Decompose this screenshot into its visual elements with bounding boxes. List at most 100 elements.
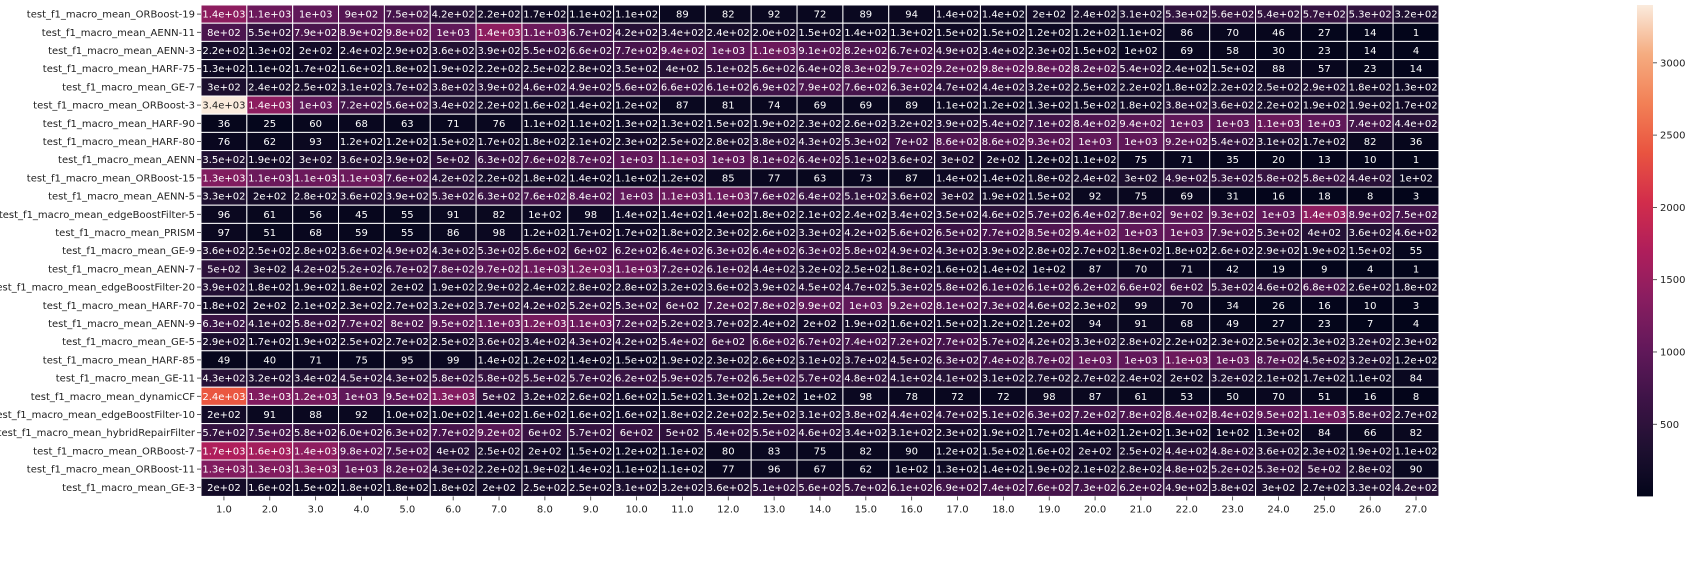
cell-value-label: 7.4e+02 [844,337,887,348]
cell-value-label: 2.8e+02 [1028,246,1071,257]
cell-value-label: 1.1e+02 [615,173,658,184]
cell-value-label: 6.1e+02 [707,264,750,275]
cell-value-label: 4.4e+02 [1394,119,1437,130]
cell-value-label: 1.8e+02 [1349,82,1392,93]
cell-value-label: 50 [1226,392,1239,403]
cell-value-label: 1.7e+02 [1303,137,1346,148]
cell-value-label: 70 [1135,264,1148,275]
cell-value-label: 1.8e+02 [523,137,566,148]
cell-value-label: 1.9e+02 [1303,246,1346,257]
cell-value-label: 4.7e+02 [936,82,979,93]
cell-value-label: 3.1e+02 [1257,137,1300,148]
cell-value-label: 95 [401,355,414,366]
cell-value-label: 1.3e+02 [1028,101,1071,112]
cell-value-label: 1.8e+02 [248,283,291,294]
cell-value-label: 2.6e+02 [1211,246,1254,257]
x-tick-label: 21.0 [1130,504,1152,515]
y-tick-label: test_f1_macro_mean_AENN-3 [48,46,195,57]
cell-value-label: 8.7e+02 [1028,355,1071,366]
cell-value-label: 7.2e+02 [707,301,750,312]
cell-value-label: 3.6e+02 [707,283,750,294]
cell-value-label: 6e+02 [528,428,562,439]
cell-value-label: 9.1e+02 [798,46,841,57]
cell-value-label: 1e+03 [299,101,333,112]
cell-value-label: 4.9e+02 [1165,173,1208,184]
cell-value-label: 2.3e+02 [1211,337,1254,348]
cell-value-label: 6.7e+02 [890,46,933,57]
cell-value-label: 2.5e+02 [1119,446,1162,457]
cell-value-label: 7.6e+02 [523,192,566,203]
x-tick-label: 27.0 [1405,504,1427,515]
cell-value-label: 3e+02 [941,192,975,203]
x-tick-label: 23.0 [1221,504,1243,515]
cell-value-label: 71 [1180,264,1193,275]
cell-value-label: 1.0e+02 [386,410,429,421]
y-tick-label: test_f1_macro_mean_edgeBoostFilter-5 [0,210,195,221]
cell-value-label: 2.5e+02 [844,264,887,275]
cell-value-label: 75 [355,355,368,366]
cell-value-label: 1.8e+02 [432,483,475,494]
cell-value-label: 2.7e+02 [1394,410,1437,421]
cell-value-label: 5.1e+02 [844,192,887,203]
cell-value-label: 1.5e+02 [432,137,475,148]
cell-value-label: 4e+02 [1308,228,1342,239]
cell-value-label: 1.8e+02 [1119,101,1162,112]
cell-value-label: 94 [905,10,918,21]
cell-value-label: 5.2e+02 [569,301,612,312]
cell-value-label: 96 [218,210,231,221]
cell-value-label: 1.8e+02 [890,264,933,275]
cell-value-label: 1.1e+02 [1073,155,1116,166]
cell-value-label: 1e+03 [345,465,379,476]
cell-value-label: 4.6e+02 [1257,283,1300,294]
cell-value-label: 98 [859,392,872,403]
cell-value-label: 4.2e+02 [294,264,337,275]
cell-value-label: 1.4e+02 [936,173,979,184]
cell-value-label: 6.5e+02 [936,228,979,239]
cell-value-label: 92 [355,410,368,421]
cell-value-label: 5e+02 [482,392,516,403]
cell-value-label: 4.3e+02 [202,374,245,385]
cell-value-label: 4.6e+02 [798,428,841,439]
cell-value-label: 6.4e+02 [798,192,841,203]
cell-value-label: 3e+02 [207,82,241,93]
cell-value-label: 3.7e+02 [844,355,887,366]
cell-value-label: 3.1e+02 [982,374,1025,385]
cell-value-label: 96 [768,465,781,476]
cell-value-label: 6.1e+02 [707,82,750,93]
cell-value-label: 16 [1272,192,1285,203]
cell-value-label: 1.4e+02 [661,210,704,221]
cell-value-label: 10 [1364,155,1377,166]
cell-value-label: 2.2e+02 [477,465,520,476]
cell-value-label: 4.5e+02 [890,355,933,366]
cell-value-label: 1.3e+03 [248,465,291,476]
cell-value-label: 3.2e+02 [1349,337,1392,348]
cell-value-label: 3.9e+02 [386,155,429,166]
cell-value-label: 1.5e+02 [798,28,841,39]
y-tick-label: test_f1_macro_mean_AENN-9 [48,319,195,330]
cell-value-label: 1.6e+02 [569,410,612,421]
y-tick-label: test_f1_macro_mean_GE-5 [62,337,195,348]
cell-value-label: 1.1e+02 [936,101,979,112]
cell-value-label: 3.4e+02 [432,101,475,112]
cell-value-label: 1.9e+02 [248,155,291,166]
cell-value-label: 7.4e+02 [982,483,1025,494]
cell-value-label: 1.1e+02 [569,10,612,21]
cell-value-label: 5.6e+02 [523,246,566,257]
cell-value-label: 69 [1180,192,1193,203]
cell-value-label: 1.4e+02 [477,410,520,421]
cell-value-label: 7.3e+02 [1073,483,1116,494]
cell-value-label: 99 [447,355,460,366]
cell-value-label: 4.9e+02 [569,82,612,93]
cell-value-label: 3.3e+02 [1349,483,1392,494]
cell-value-label: 92 [768,10,781,21]
cell-value-label: 1.2e+02 [1028,28,1071,39]
cell-value-label: 4.4e+02 [1165,446,1208,457]
cell-value-label: 5.3e+02 [1257,465,1300,476]
cell-value-label: 1.4e+02 [569,101,612,112]
cell-value-label: 3.4e+02 [890,210,933,221]
cell-value-label: 9e+02 [1170,210,1204,221]
cell-value-label: 1.1e+03 [753,46,796,57]
cell-value-label: 8.9e+02 [340,28,383,39]
cell-value-label: 3.2e+02 [248,374,291,385]
cell-value-label: 7.1e+02 [1028,119,1071,130]
